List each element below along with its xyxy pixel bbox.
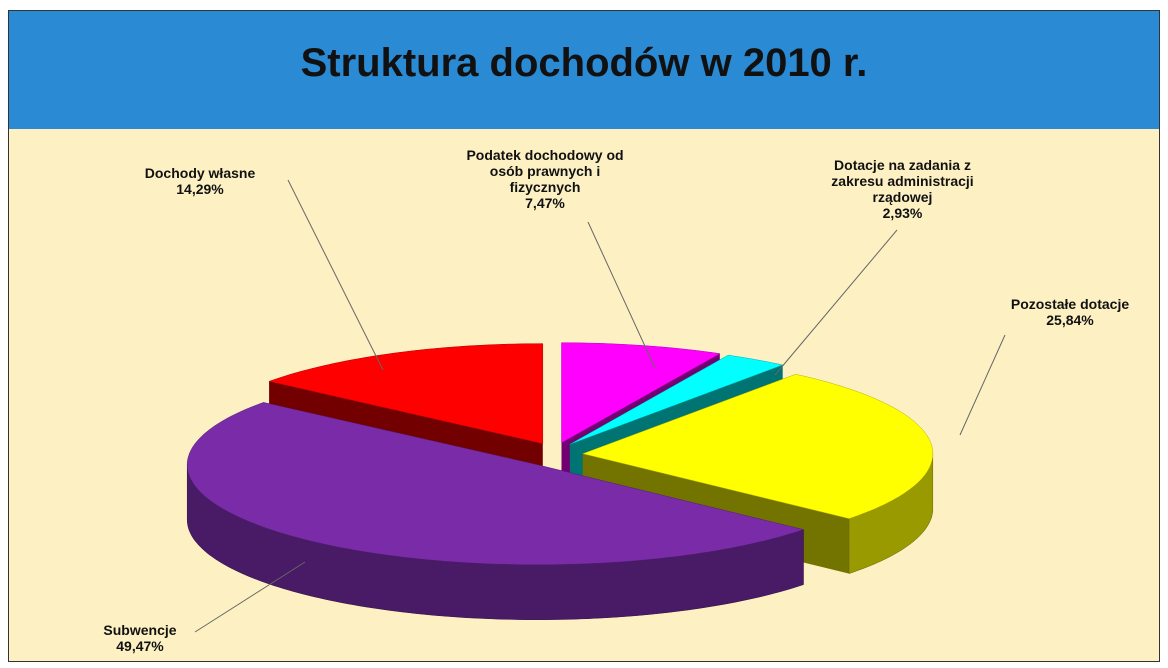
leader-line xyxy=(959,334,1006,436)
value-label: 25,84% xyxy=(1046,312,1094,328)
category-label: Dochody własne xyxy=(144,165,256,181)
header-band: Struktura dochodów w 2010 r. xyxy=(9,11,1159,129)
data-label: Podatek dochodowy od osób prawnych i fiz… xyxy=(440,147,650,211)
value-label: 7,47% xyxy=(525,195,565,211)
category-label: Subwencje xyxy=(103,622,177,638)
pie-slice xyxy=(186,402,805,620)
leader-line xyxy=(774,229,898,376)
leader-line xyxy=(287,179,384,371)
slice-top xyxy=(186,402,805,565)
slice-top xyxy=(561,342,721,444)
value-label: 2,93% xyxy=(882,205,923,221)
leader-line xyxy=(194,561,306,633)
chart-title: Struktura dochodów w 2010 r. xyxy=(300,41,868,85)
slice-top xyxy=(581,374,934,519)
category-label: Podatek dochodowy od osób prawnych i fiz… xyxy=(466,147,624,195)
slice-top xyxy=(569,354,784,445)
category-label: Pozostałe dotacje xyxy=(1010,296,1130,312)
slice-top xyxy=(268,343,544,444)
data-label: Pozostałe dotacje 25,84% xyxy=(960,296,1168,328)
data-label: Dotacje na zadania z zakresu administrac… xyxy=(815,157,990,221)
value-label: 14,29% xyxy=(176,181,224,197)
data-label: Subwencje 49,47% xyxy=(60,622,220,654)
value-label: 49,47% xyxy=(116,638,164,654)
data-label: Dochody własne 14,29% xyxy=(105,165,295,197)
category-label: Dotacje na zadania z zakresu administrac… xyxy=(831,157,974,205)
leader-line xyxy=(587,221,656,369)
